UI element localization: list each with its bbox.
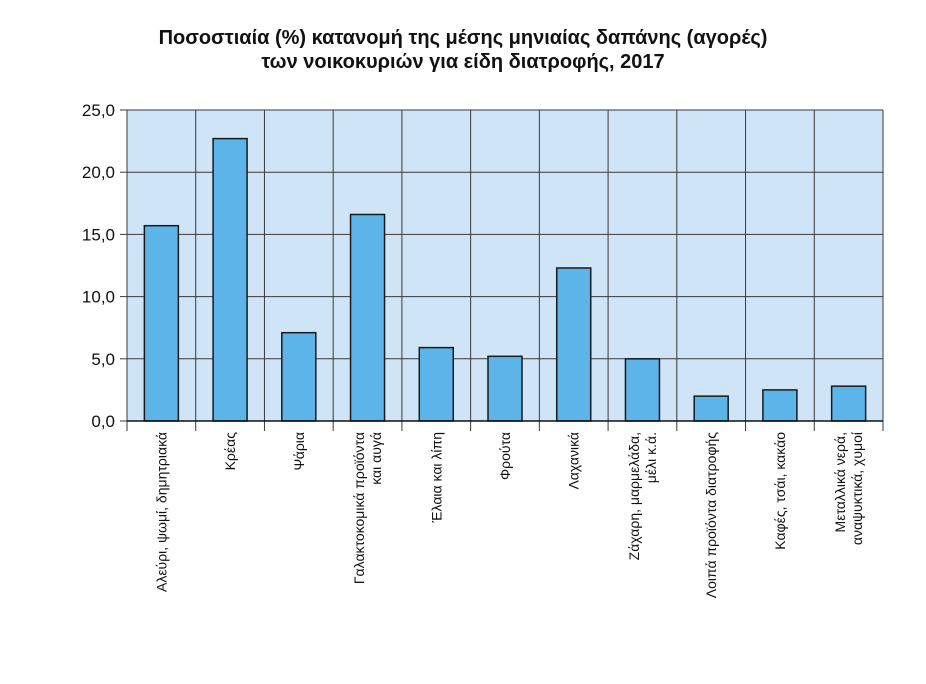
x-tick-label: αναψυκτικά, χυμοί: [849, 432, 865, 545]
x-tick-label: Κρέας: [222, 432, 238, 471]
chart-title-line-1: Ποσοστιαία (%) κατανομή της μέσης μηνιαί…: [158, 27, 768, 49]
x-tick-label: Αλεύρι, ψωμί, δημητριακά: [153, 432, 169, 592]
x-tick-label: Μεταλλικά νερά,: [832, 432, 848, 532]
bar: [418, 346, 455, 422]
y-tick-label: 5,0: [91, 350, 115, 369]
y-tick-label: 25,0: [82, 101, 115, 120]
x-tick-label: Γαλακτοκομικά προϊόντα: [351, 432, 367, 584]
x-tick-label: Έλαια και λίπη: [428, 432, 444, 523]
x-tick-label: Ψάρια: [291, 432, 307, 470]
y-tick-label: 15,0: [82, 225, 115, 244]
chart-title: Ποσοστιαία (%) κατανομή της μέσης μηνιαί…: [0, 26, 926, 74]
x-tick-label: μέλι κ.ά.: [643, 432, 659, 483]
x-tick-label: και αυγά: [368, 432, 384, 485]
x-tick-label: Λοιπά προϊόντα διατροφής: [703, 432, 719, 598]
bar: [762, 389, 798, 422]
bar: [487, 355, 523, 422]
bar: [624, 358, 661, 422]
bar: [143, 224, 180, 422]
y-tick-label: 20,0: [82, 163, 115, 182]
bar: [693, 395, 729, 422]
bar: [349, 213, 386, 422]
chart-title-line-2: των νοικοκυριών για είδη διατροφής, 2017: [261, 51, 665, 73]
x-tick-label: Φρούτα: [497, 432, 513, 480]
x-tick-label: Καφές, τσάι, κακάο: [772, 432, 788, 550]
x-tick-label: Λαχανικά: [566, 432, 582, 490]
y-tick-label: 0,0: [91, 412, 115, 431]
bar: [281, 331, 317, 422]
bar: [212, 137, 248, 422]
bar: [555, 267, 592, 422]
y-tick-label: 10,0: [82, 288, 115, 307]
x-tick-label: Ζάχαρη, μαρμελάδα,: [626, 432, 642, 560]
bar: [830, 385, 867, 422]
